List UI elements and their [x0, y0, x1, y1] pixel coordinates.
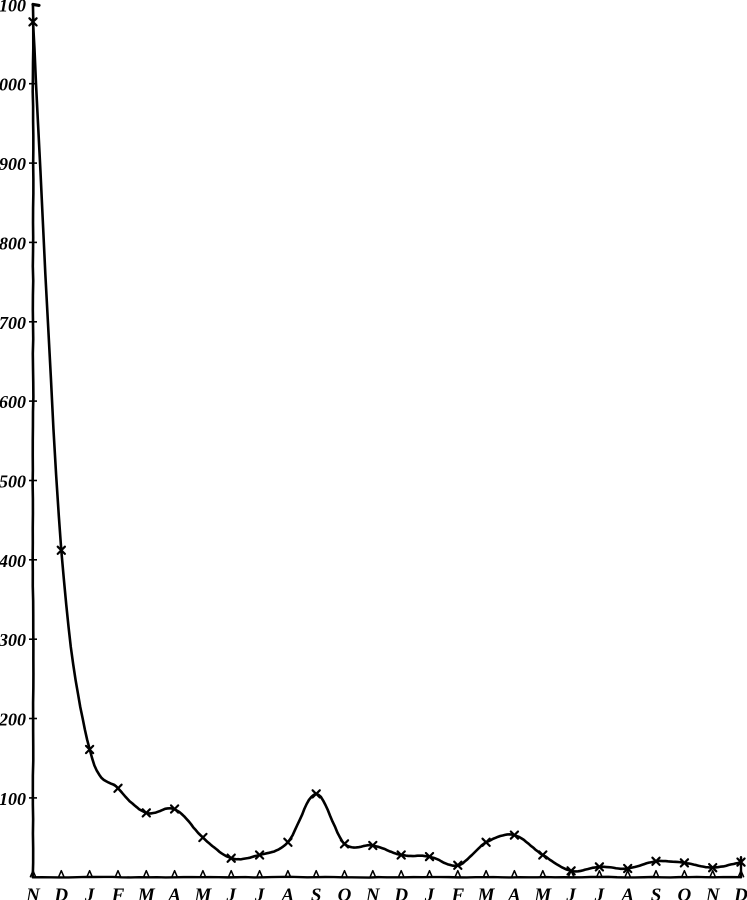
svg-text:M: M [193, 885, 212, 900]
svg-text:A: A [281, 885, 295, 900]
svg-text:S: S [311, 885, 322, 900]
svg-text:300: 300 [0, 630, 26, 650]
svg-text:J: J [225, 885, 236, 900]
svg-text:J: J [424, 885, 435, 900]
svg-text:N: N [25, 885, 41, 900]
svg-text:J: J [254, 885, 265, 900]
svg-text:F: F [111, 885, 125, 900]
svg-text:500: 500 [0, 472, 26, 492]
svg-text:F: F [450, 885, 464, 900]
svg-text:100: 100 [0, 789, 26, 809]
svg-text:S: S [651, 885, 662, 900]
svg-text:200: 200 [0, 710, 26, 730]
svg-text:600: 600 [0, 392, 26, 412]
svg-text:A: A [620, 885, 634, 900]
svg-text:M: M [137, 885, 156, 900]
svg-text:900: 900 [0, 154, 26, 174]
svg-text:M: M [533, 885, 552, 900]
svg-text:A: A [507, 885, 521, 900]
svg-text:400: 400 [0, 551, 26, 571]
svg-text:1000: 1000 [0, 75, 26, 95]
svg-text:1100: 1100 [0, 0, 26, 15]
svg-text:J: J [84, 885, 95, 900]
svg-text:N: N [365, 885, 381, 900]
svg-text:700: 700 [0, 313, 26, 333]
svg-text:J: J [565, 885, 576, 900]
svg-text:A: A [167, 885, 181, 900]
svg-text:800: 800 [0, 233, 26, 253]
svg-text:M: M [477, 885, 496, 900]
svg-text:O: O [678, 885, 692, 900]
svg-text:J: J [594, 885, 605, 900]
svg-text:N: N [705, 885, 721, 900]
svg-text:D: D [53, 885, 68, 900]
svg-text:D: D [733, 885, 747, 900]
svg-text:O: O [338, 885, 352, 900]
svg-text:D: D [393, 885, 408, 900]
